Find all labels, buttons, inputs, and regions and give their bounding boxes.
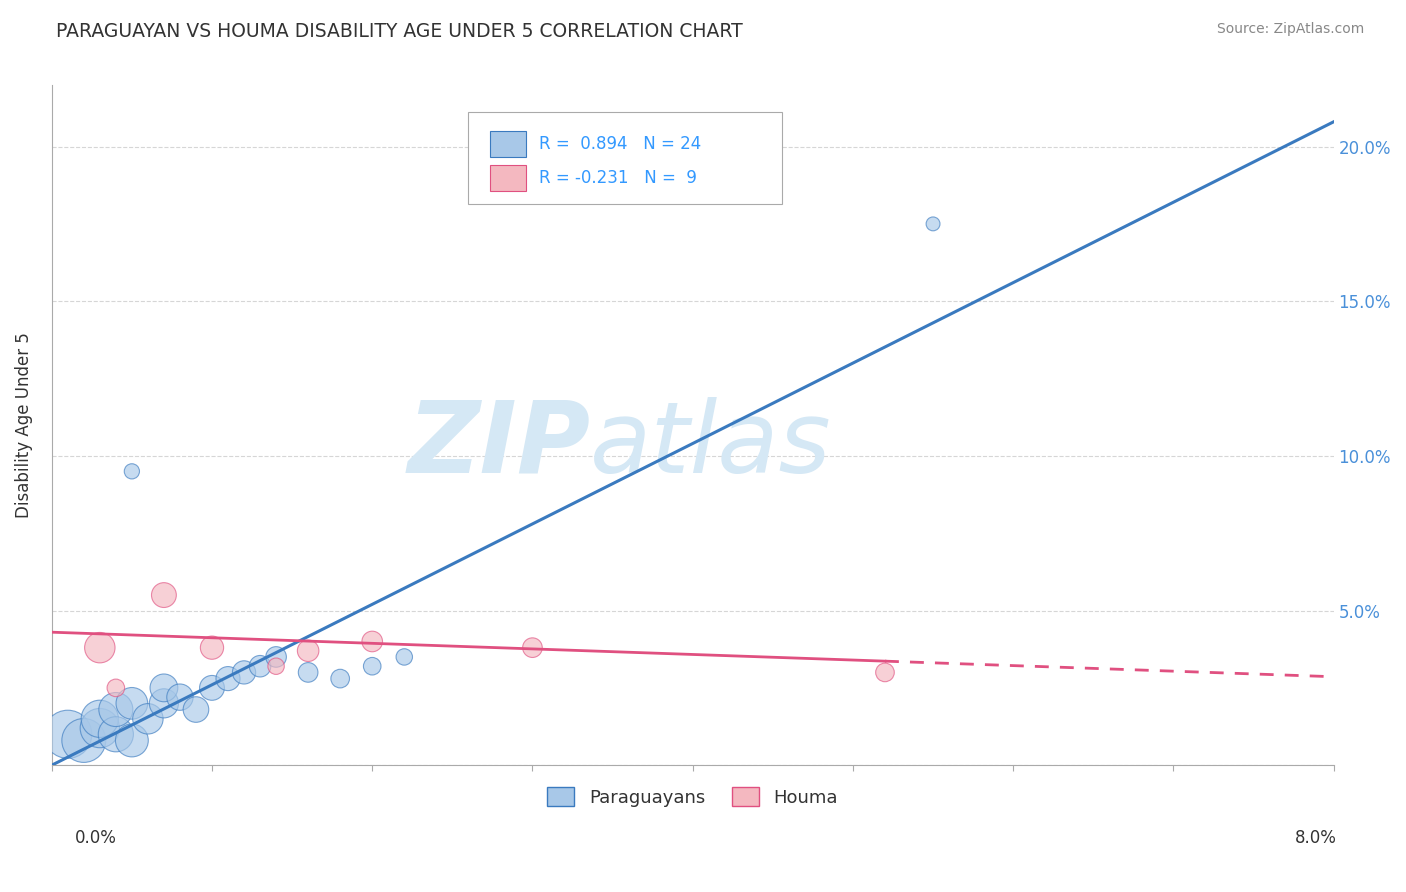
Point [184, 702, 207, 716]
Point [922, 217, 945, 231]
Bar [491, 165, 526, 191]
Point [89, 712, 111, 726]
Point [169, 690, 191, 705]
Text: 8.0%: 8.0% [1295, 829, 1337, 847]
Point [264, 659, 287, 673]
Point [233, 665, 256, 680]
Point [89, 640, 111, 655]
Text: PARAGUAYAN VS HOUMA DISABILITY AGE UNDER 5 CORRELATION CHART: PARAGUAYAN VS HOUMA DISABILITY AGE UNDER… [56, 22, 742, 41]
Point [153, 696, 176, 710]
Text: Source: ZipAtlas.com: Source: ZipAtlas.com [1216, 22, 1364, 37]
Point [522, 640, 544, 655]
Point [136, 712, 159, 726]
Point [361, 634, 384, 648]
Point [104, 681, 127, 695]
Point [73, 733, 96, 747]
Point [297, 644, 319, 658]
Point [104, 727, 127, 741]
Point [394, 649, 416, 664]
Point [217, 672, 239, 686]
Legend: Paraguayans, Houma: Paraguayans, Houma [540, 780, 845, 814]
FancyBboxPatch shape [468, 112, 782, 203]
Point [201, 640, 224, 655]
Point [89, 721, 111, 735]
Text: atlas: atlas [591, 397, 832, 494]
Point [329, 672, 352, 686]
Point [104, 702, 127, 716]
Point [121, 696, 143, 710]
Point [56, 727, 79, 741]
Point [153, 588, 176, 602]
Text: R = -0.231   N =  9: R = -0.231 N = 9 [538, 169, 697, 187]
Point [153, 681, 176, 695]
Point [297, 665, 319, 680]
Point [201, 681, 224, 695]
Point [249, 659, 271, 673]
Point [121, 464, 143, 478]
Point [873, 665, 896, 680]
Point [264, 649, 287, 664]
Text: 0.0%: 0.0% [75, 829, 117, 847]
Y-axis label: Disability Age Under 5: Disability Age Under 5 [15, 332, 32, 518]
Point [121, 733, 143, 747]
Text: ZIP: ZIP [408, 397, 591, 494]
Point [361, 659, 384, 673]
Text: R =  0.894   N = 24: R = 0.894 N = 24 [538, 135, 702, 153]
Bar [491, 131, 526, 157]
